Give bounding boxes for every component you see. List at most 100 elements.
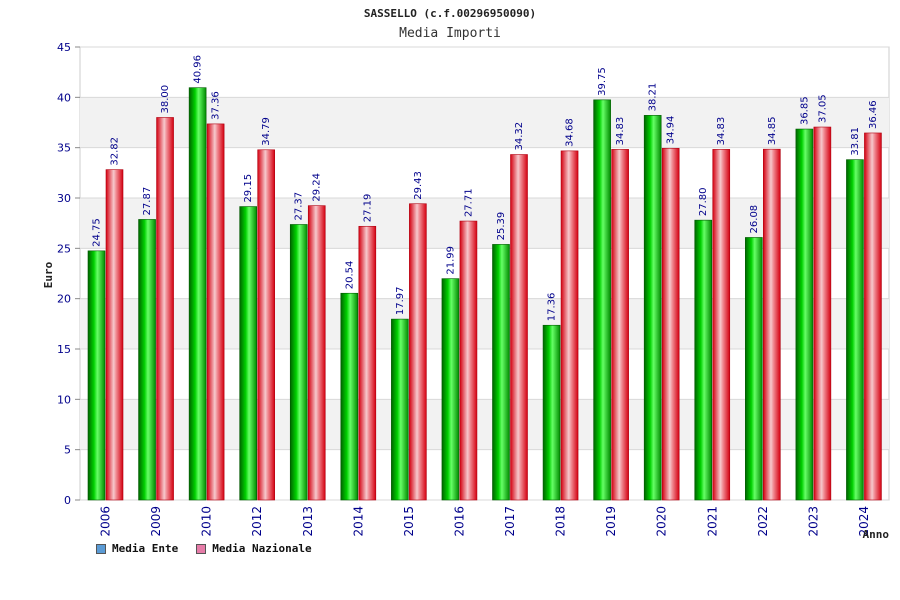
chart-subtitle: Media Importi — [399, 26, 501, 41]
data-label-ente: 27.87 — [142, 187, 153, 216]
y-tick-label: 25 — [57, 242, 71, 255]
data-label-nazionale: 36.46 — [868, 100, 879, 129]
data-label-nazionale: 27.71 — [463, 188, 474, 217]
data-label-ente: 17.97 — [395, 286, 406, 315]
bar-media-nazionale — [611, 149, 629, 501]
y-axis-label: Euro — [42, 261, 55, 288]
bar-media-ente — [492, 244, 510, 501]
data-label-nazionale: 34.83 — [615, 117, 626, 146]
y-tick-label: 40 — [57, 91, 71, 104]
data-label-nazionale: 34.79 — [261, 117, 272, 146]
x-axis-label: Anno — [863, 528, 890, 541]
data-label-ente: 27.37 — [294, 192, 305, 221]
legend-label-nazionale: Media Nazionale — [212, 542, 312, 555]
bar-media-nazionale — [156, 117, 174, 501]
bar-media-ente — [87, 250, 106, 501]
bar-media-nazionale — [661, 147, 680, 501]
data-label-nazionale: 34.85 — [767, 117, 778, 146]
bars — [87, 87, 882, 501]
x-tick-label: 2018 — [554, 506, 568, 537]
data-label-nazionale: 37.36 — [211, 91, 222, 120]
data-label-nazionale: 37.05 — [817, 94, 828, 123]
bar-media-nazionale — [459, 220, 478, 501]
data-label-ente: 29.15 — [243, 174, 254, 203]
x-tick-label: 2010 — [200, 506, 214, 537]
x-tick-label: 2024 — [857, 506, 871, 537]
bar-media-ente — [138, 219, 156, 501]
data-label-ente: 27.80 — [698, 188, 709, 217]
data-label-nazionale: 34.83 — [716, 117, 727, 146]
data-label-nazionale: 32.82 — [110, 137, 121, 166]
x-tick-label: 2023 — [806, 506, 820, 537]
data-label-nazionale: 38.00 — [160, 85, 171, 114]
x-tick-label: 2020 — [655, 506, 669, 537]
bar-media-nazionale — [409, 203, 427, 501]
bar-media-ente — [542, 324, 561, 501]
bar-media-nazionale — [206, 123, 225, 501]
data-label-ente: 39.75 — [597, 67, 608, 96]
bar-media-ente — [340, 292, 359, 501]
x-tick-label: 2015 — [402, 506, 416, 537]
bar-media-nazionale — [510, 154, 528, 501]
data-label-ente: 17.36 — [547, 293, 558, 322]
data-label-ente: 40.96 — [193, 55, 204, 84]
bar-media-nazionale — [307, 205, 326, 501]
data-label-nazionale: 34.68 — [565, 118, 576, 147]
y-tick-label: 45 — [57, 41, 71, 54]
bar-media-ente — [846, 159, 864, 501]
x-tick-label: 2021 — [705, 506, 719, 537]
bar-media-ente — [391, 318, 409, 501]
y-tick-label: 0 — [64, 494, 71, 507]
y-tick-label: 10 — [57, 393, 71, 406]
x-tick-label: 2006 — [99, 506, 113, 537]
data-labels: 24.75 32.82 27.87 38.00 40.96 37.36 29.15 34.79… — [92, 55, 879, 321]
x-tick-label: 2019 — [604, 506, 618, 537]
data-label-ente: 33.81 — [850, 127, 861, 156]
x-axis-ticks: 2006 2009 2010 2012 2013 2014 2015 2016 2017 2018… — [99, 506, 871, 537]
data-label-nazionale: 34.94 — [666, 116, 677, 145]
bar-media-ente — [289, 224, 308, 501]
bar-media-ente — [239, 206, 257, 501]
bar-media-ente — [694, 219, 713, 501]
bar-media-ente — [795, 128, 814, 501]
bar-media-nazionale — [763, 148, 781, 501]
y-tick-label: 35 — [57, 142, 71, 155]
bar-media-ente — [441, 278, 460, 501]
bar-media-ente — [745, 237, 763, 501]
x-tick-label: 2013 — [301, 506, 315, 537]
data-label-ente: 26.08 — [749, 205, 760, 234]
y-axis-ticks: 0 5 10 15 20 25 30 35 40 45 — [57, 41, 80, 507]
x-tick-label: 2012 — [250, 506, 264, 537]
bar-media-nazionale — [105, 169, 124, 501]
data-label-nazionale: 27.19 — [362, 194, 373, 223]
data-label-nazionale: 29.24 — [312, 173, 323, 202]
y-tick-label: 5 — [64, 444, 71, 457]
legend-swatch-ente — [96, 543, 106, 554]
legend-item-nazionale: Media Nazionale — [196, 542, 312, 555]
y-tick-label: 20 — [57, 293, 71, 306]
bar-media-nazionale — [712, 149, 731, 501]
bar-media-nazionale — [358, 225, 377, 501]
data-label-ente: 38.21 — [648, 83, 659, 112]
chart-title: SASSELLO (c.f.00296950090) — [364, 7, 536, 20]
legend: Media Ente Media Nazionale — [96, 542, 312, 555]
y-tick-label: 15 — [57, 343, 71, 356]
bar-media-nazionale — [257, 149, 275, 501]
data-label-nazionale: 29.43 — [413, 171, 424, 200]
x-tick-label: 2017 — [503, 506, 517, 537]
x-tick-label: 2009 — [149, 506, 163, 537]
x-tick-label: 2014 — [351, 506, 365, 537]
data-label-ente: 25.39 — [496, 212, 507, 241]
bar-media-ente — [593, 99, 611, 501]
bar-media-nazionale — [813, 126, 832, 501]
data-label-ente: 21.99 — [445, 246, 456, 275]
bar-media-nazionale — [560, 150, 579, 501]
y-tick-label: 30 — [57, 192, 71, 205]
data-label-nazionale: 34.32 — [514, 122, 525, 151]
x-tick-label: 2022 — [756, 506, 770, 537]
data-label-ente: 36.85 — [799, 96, 810, 125]
bar-media-nazionale — [864, 132, 882, 501]
bar-media-ente — [643, 115, 662, 501]
data-label-ente: 24.75 — [92, 218, 103, 247]
